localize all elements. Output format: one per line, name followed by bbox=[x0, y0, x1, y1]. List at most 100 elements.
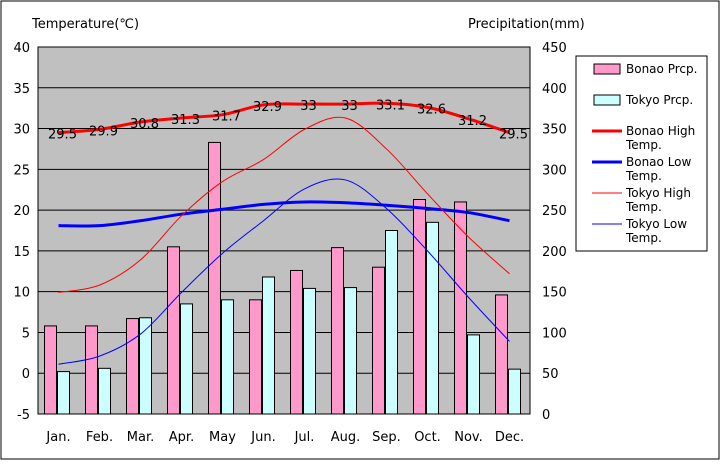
bar-bonao-prcp bbox=[290, 269, 303, 415]
left-tick-label: 20 bbox=[13, 204, 30, 219]
data-labels: 29.5 29.9 30.8 31.3 31.7 32.9 33 33 33.1 32.6 31.2… bbox=[48, 98, 528, 142]
bar-bonao-prcp bbox=[495, 294, 508, 415]
right-tick-label: 450 bbox=[542, 41, 567, 56]
bar-bonao-prcp bbox=[454, 201, 467, 415]
legend: Bonao Prcp.Tokyo Prcp.Bonao HighTemp.Bon… bbox=[592, 62, 697, 245]
tokyo-low-line bbox=[58, 178, 510, 365]
right-tick-label: 250 bbox=[542, 204, 567, 219]
legend-label: Bonao Low bbox=[626, 155, 692, 169]
left-tick-label: 0 bbox=[22, 367, 30, 382]
legend-label: Bonao High bbox=[626, 124, 695, 138]
bar-bonao-prcp bbox=[44, 325, 57, 415]
x-tick-label: Jul. bbox=[294, 430, 315, 445]
left-axis-title: Temperature(℃) bbox=[31, 17, 139, 32]
axes: -505101520253035400501001502002503003504… bbox=[13, 41, 566, 445]
legend-swatch bbox=[593, 94, 621, 106]
legend-label: Temp. bbox=[625, 200, 662, 214]
x-tick-label: Jun. bbox=[250, 430, 275, 445]
x-tick-label: Nov. bbox=[454, 430, 483, 445]
data-label: 29.9 bbox=[89, 124, 118, 139]
bar-tokyo-prcp bbox=[57, 371, 70, 415]
bar-bonao-prcp bbox=[372, 266, 385, 415]
legend-label: Tokyo Low bbox=[625, 217, 687, 231]
x-tick-label: Sep. bbox=[372, 430, 401, 445]
bar-tokyo-prcp bbox=[508, 368, 521, 415]
left-tick-label: 40 bbox=[13, 41, 30, 56]
right-tick-label: 300 bbox=[542, 163, 567, 178]
data-label: 31.7 bbox=[212, 110, 241, 125]
bar-bonao-prcp bbox=[208, 141, 221, 415]
x-tick-label: Feb. bbox=[86, 430, 113, 445]
legend-entry: Bonao Prcp. bbox=[593, 62, 697, 76]
bar-tokyo-prcp bbox=[221, 299, 234, 415]
right-tick-label: 150 bbox=[542, 286, 567, 301]
legend-label: Tokyo High bbox=[625, 186, 691, 200]
bar-tokyo-prcp bbox=[98, 367, 111, 415]
right-tick-label: 400 bbox=[542, 82, 567, 97]
legend-swatch bbox=[593, 63, 621, 75]
data-label: 33 bbox=[300, 99, 317, 114]
x-tick-label: Dec. bbox=[495, 430, 524, 445]
data-label: 30.8 bbox=[130, 117, 159, 132]
bars bbox=[44, 141, 521, 415]
data-label: 32.9 bbox=[253, 100, 282, 115]
data-label: 33 bbox=[341, 99, 358, 114]
data-label: 33.1 bbox=[376, 98, 405, 113]
left-tick-label: -5 bbox=[17, 408, 30, 423]
plot-area bbox=[37, 46, 531, 415]
right-tick-label: 350 bbox=[542, 123, 567, 138]
bar-tokyo-prcp bbox=[180, 303, 193, 415]
bar-bonao-prcp bbox=[249, 299, 262, 415]
right-tick-label: 100 bbox=[542, 326, 567, 341]
temperature-lines bbox=[58, 101, 510, 365]
bar-tokyo-prcp bbox=[139, 317, 152, 415]
legend-label: Temp. bbox=[625, 169, 662, 183]
data-label: 31.3 bbox=[171, 113, 200, 128]
right-axis-title: Precipitation(mm) bbox=[468, 17, 585, 32]
bar-bonao-prcp bbox=[85, 325, 98, 415]
left-tick-label: 5 bbox=[22, 326, 30, 341]
data-label: 29.5 bbox=[48, 128, 77, 143]
x-tick-label: Jan. bbox=[45, 430, 70, 445]
bar-bonao-prcp bbox=[413, 199, 426, 415]
data-label: 31.2 bbox=[458, 114, 487, 129]
x-tick-label: Apr. bbox=[169, 430, 194, 445]
left-tick-label: 35 bbox=[13, 82, 30, 97]
bonao-high-line bbox=[58, 101, 510, 135]
data-label: 29.5 bbox=[499, 128, 528, 143]
tokyo-high-line bbox=[58, 116, 510, 293]
right-tick-label: 0 bbox=[542, 408, 550, 423]
left-tick-label: 25 bbox=[13, 163, 30, 178]
bar-tokyo-prcp bbox=[344, 287, 357, 415]
bar-bonao-prcp bbox=[331, 247, 344, 415]
bar-bonao-prcp bbox=[167, 246, 180, 415]
bar-bonao-prcp bbox=[126, 318, 139, 415]
legend-label: Bonao Prcp. bbox=[626, 62, 697, 76]
left-tick-label: 10 bbox=[13, 286, 30, 301]
left-tick-label: 15 bbox=[13, 245, 30, 260]
legend-label: Tokyo Prcp. bbox=[625, 93, 693, 107]
legend-entry: Tokyo Prcp. bbox=[593, 93, 693, 107]
legend-label: Temp. bbox=[625, 138, 662, 152]
bar-tokyo-prcp bbox=[303, 287, 316, 415]
bar-tokyo-prcp bbox=[385, 230, 398, 415]
right-tick-label: 50 bbox=[542, 367, 559, 382]
left-tick-label: 30 bbox=[13, 123, 30, 138]
bar-tokyo-prcp bbox=[426, 221, 439, 415]
x-tick-label: Oct. bbox=[414, 430, 441, 445]
legend-box bbox=[575, 55, 708, 252]
bar-tokyo-prcp bbox=[467, 334, 480, 415]
bar-tokyo-prcp bbox=[262, 276, 275, 415]
data-label: 32.6 bbox=[417, 102, 446, 117]
x-tick-label: Aug. bbox=[331, 430, 361, 445]
x-tick-label: Mar. bbox=[127, 430, 154, 445]
legend-label: Temp. bbox=[625, 231, 662, 245]
right-tick-label: 200 bbox=[542, 245, 567, 260]
x-tick-label: May bbox=[209, 430, 236, 445]
